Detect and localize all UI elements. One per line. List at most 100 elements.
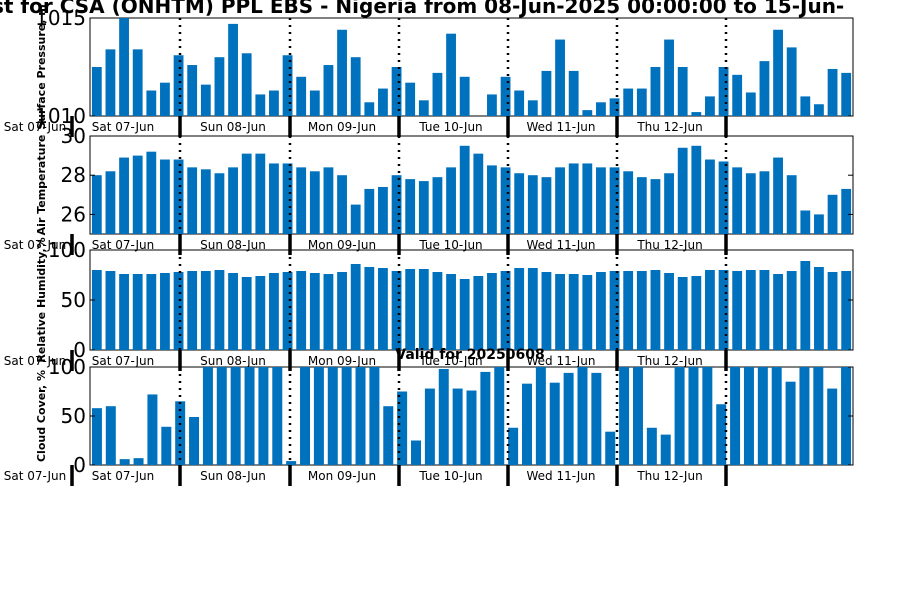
air-temperature-frame	[89, 135, 854, 235]
cloud-cover-bar	[119, 459, 130, 465]
cloud-cover-bar	[355, 367, 366, 465]
cloud-cover-bar	[244, 367, 255, 465]
surface-pressure-panel: 1010 1015 Sat 07-Jun Sat 07-Jun Sun 08-Jun Mo…	[4, 4, 854, 137]
cloud-cover-xtick-label: Sat 07-Jun	[92, 469, 155, 483]
cloud-cover-bar	[230, 367, 241, 465]
cloud-cover-bar	[508, 427, 519, 465]
air-temperature-bar	[241, 153, 252, 234]
surface-pressure-bar	[555, 39, 565, 117]
air-temperature-bar	[718, 161, 729, 234]
air-temperature-bar	[677, 147, 688, 234]
air-temperature-xtick-label: Tue 10-Jun	[418, 238, 482, 252]
surface-pressure-bar	[664, 39, 674, 117]
air-temperature-bar	[555, 167, 565, 234]
cloud-cover-bar	[813, 367, 824, 465]
cloud-cover-bar	[535, 367, 546, 465]
air-temperature-bar	[418, 181, 429, 234]
air-temperature-xtick-label: Sat 07-Jun	[92, 238, 155, 252]
air-temperature-bar	[827, 194, 838, 234]
surface-pressure-bar	[786, 47, 797, 116]
air-temperature-xtick-label: Sat 07-Jun	[4, 238, 67, 252]
cloud-cover-bar	[438, 368, 449, 465]
relative-humidity-bar	[391, 271, 402, 350]
cloud-cover-xtick-label: Mon 09-Jun	[308, 469, 376, 483]
relative-humidity-xtick-label: Thu 12-Jun	[636, 354, 702, 368]
surface-pressure-bar	[282, 55, 293, 116]
cloud-cover-bar	[688, 367, 699, 465]
relative-humidity-bar	[814, 267, 824, 350]
cloud-cover-bar	[424, 388, 435, 465]
relative-humidity-bar	[732, 271, 743, 350]
surface-pressure-bar	[527, 100, 538, 116]
air-temperature-bar	[786, 175, 797, 234]
relative-humidity-bar	[337, 272, 347, 350]
surface-pressure-bar	[827, 68, 838, 116]
cloud-cover-bar	[313, 367, 324, 465]
surface-pressure-bar	[487, 94, 497, 116]
cloud-cover-bar	[480, 371, 491, 465]
surface-pressure-xtick-label: Sat 07-Jun	[92, 120, 155, 134]
cloud-cover-bar	[771, 367, 782, 465]
relative-humidity-bar	[187, 271, 198, 350]
surface-pressure-bar	[459, 76, 470, 116]
surface-pressure-bar	[718, 67, 729, 116]
surface-pressure-bar	[160, 82, 170, 116]
air-temperature-bar	[255, 153, 266, 234]
air-temperature-bar	[487, 165, 497, 234]
cloud-cover-bar	[785, 381, 796, 465]
air-temperature-bar	[568, 163, 579, 234]
air-temperature-bar	[187, 167, 198, 234]
relative-humidity-xtick-label: Mon 09-Jun	[308, 354, 376, 368]
relative-humidity-bar	[364, 267, 375, 350]
relative-humidity-bar	[241, 277, 252, 350]
relative-humidity-bar	[759, 270, 770, 350]
air-temperature-bar	[527, 175, 538, 234]
surface-pressure-bar	[337, 29, 347, 116]
surface-pressure-ytick-label: 1015	[35, 6, 86, 30]
cloud-cover-bar	[646, 427, 657, 465]
cloud-cover-bar	[202, 367, 213, 465]
cloud-cover-bar	[660, 434, 671, 465]
air-temperature-bar	[650, 179, 661, 234]
air-temperature-bar	[228, 167, 238, 234]
cloud-cover-xtick-label: Wed 11-Jun	[527, 469, 596, 483]
surface-pressure-xtick-label: Tue 10-Jun	[418, 120, 482, 134]
surface-pressure-bar	[228, 23, 238, 117]
relative-humidity-bar	[269, 273, 279, 350]
air-temperature-bar	[609, 167, 620, 234]
relative-humidity-bar	[309, 273, 320, 350]
air-temperature-panel: 26 28 30 Sat 07-Jun Sat 07-Jun Sun 08-Jun Mon …	[4, 124, 854, 255]
relative-humidity-bar	[255, 276, 266, 350]
relative-humidity-xtick-label: Sun 08-Jun	[200, 354, 266, 368]
surface-pressure-bar	[378, 88, 388, 116]
air-temperature-ylabel: Air Temperature	[35, 135, 48, 236]
air-temperature-bar	[350, 204, 361, 234]
relative-humidity-xtick-label: Sat 07-Jun	[92, 354, 155, 368]
surface-pressure-bar	[405, 82, 416, 116]
cloud-cover-bar	[133, 458, 144, 465]
relative-humidity-bar	[609, 271, 620, 350]
air-temperature-bar	[596, 167, 606, 234]
surface-pressure-bar	[269, 90, 279, 116]
surface-pressure-bar	[173, 55, 184, 116]
cloud-cover-bar	[411, 440, 421, 465]
relative-humidity-bar	[418, 269, 429, 350]
relative-humidity-bar	[677, 277, 688, 350]
cloud-cover-ytick-label: 50	[61, 404, 86, 428]
cloud-cover-xtick-label: Sun 08-Jun	[200, 469, 266, 483]
surface-pressure-bar	[705, 96, 715, 116]
cloud-cover-bar	[702, 367, 713, 465]
cloud-cover-bar	[674, 367, 685, 465]
relative-humidity-bar	[514, 268, 525, 350]
relative-humidity-bar	[446, 274, 456, 350]
relative-humidity-bar	[378, 268, 388, 350]
cloud-cover-bar	[632, 367, 643, 465]
surface-pressure-bar	[241, 53, 252, 116]
relative-humidity-bar	[282, 272, 293, 350]
surface-pressure-bar	[732, 74, 743, 116]
surface-pressure-bar	[841, 72, 852, 116]
surface-pressure-xtick-label: Wed 11-Jun	[527, 120, 596, 134]
relative-humidity-bar	[105, 271, 116, 350]
cloud-cover-bar	[272, 367, 283, 465]
relative-humidity-bar	[296, 271, 307, 350]
